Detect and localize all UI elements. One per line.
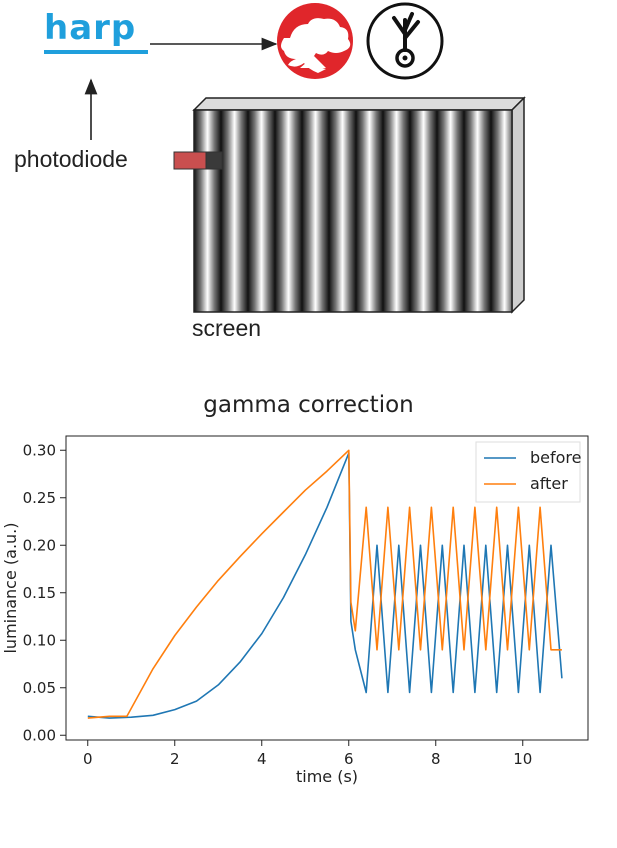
x-tick-label: 6 [344, 750, 354, 768]
screen-monitor [192, 96, 526, 314]
series-layer [87, 449, 563, 719]
bonvision-logo-icon [366, 2, 444, 80]
y-tick-label: 0.25 [23, 489, 56, 507]
bonsai-logo-icon [277, 3, 353, 79]
y-tick-label: 0.00 [23, 726, 56, 744]
legend-label-before: before [530, 448, 582, 467]
harp-logo: harp [44, 8, 137, 48]
axis-layer: 0 2 4 6 8 10 0.00 0.05 0.10 0.15 0.20 0.25 0.30 [23, 441, 533, 768]
x-tick-label: 8 [431, 750, 441, 768]
gamma-chart: 0 2 4 6 8 10 0.00 0.05 0.10 0.15 0.20 0.25 0.30 befo… [1, 435, 589, 786]
photodiode-label: photodiode [14, 146, 128, 172]
y-tick-label: 0.10 [23, 631, 56, 649]
legend-box [475, 441, 581, 503]
x-axis-label: time (s) [296, 767, 358, 786]
series-line-before [87, 452, 563, 719]
y-axis-label: luminance (a.u.) [1, 522, 20, 653]
y-tick-label: 0.30 [23, 441, 56, 459]
x-tick-label: 4 [257, 750, 267, 768]
x-tick-label: 0 [83, 750, 93, 768]
x-tick-label: 2 [170, 750, 180, 768]
y-tick-label: 0.20 [23, 536, 56, 554]
grating-stimulus [193, 109, 513, 313]
screen-label: screen [192, 315, 262, 341]
plot-frame [65, 435, 589, 741]
chart-title: gamma correction [203, 392, 414, 418]
y-tick-label: 0.15 [23, 584, 56, 602]
y-tick-label: 0.05 [23, 679, 56, 697]
diagram-svg [84, 2, 526, 314]
harp-logo-underline [44, 50, 148, 54]
photodiode-sensor [173, 151, 223, 170]
legend: before after [475, 441, 582, 503]
series-line-after [87, 449, 562, 719]
legend-label-after: after [530, 474, 568, 493]
x-tick-label: 10 [513, 750, 532, 768]
